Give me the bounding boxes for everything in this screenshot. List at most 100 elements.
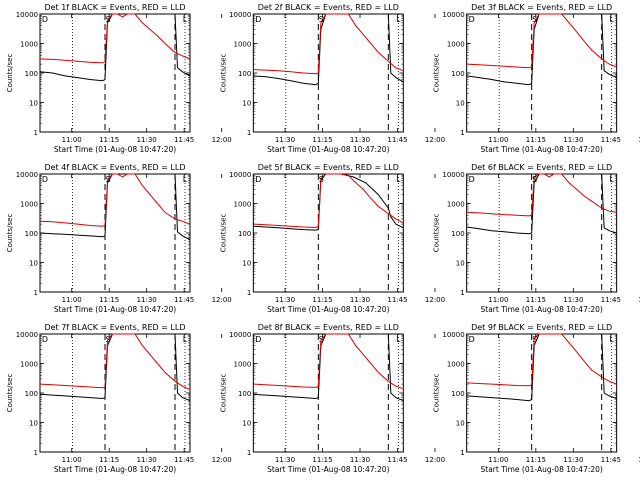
x-tick-label: 12:00 xyxy=(425,296,445,304)
event-marker: S xyxy=(319,175,324,184)
panel-title: Det 4f BLACK = Events, RED = LLD xyxy=(44,163,185,172)
panel-5: Det 5f BLACK = Events, RED = LLD 1 10 100 10… xyxy=(219,163,445,314)
event-marker: L xyxy=(609,175,614,184)
event-marker: L xyxy=(183,15,188,24)
series-events-line xyxy=(466,333,617,402)
series-events-line xyxy=(39,13,191,82)
series-events-line xyxy=(466,13,617,86)
y-tick-label: 1 xyxy=(247,289,251,297)
panel-title: Det 3f BLACK = Events, RED = LLD xyxy=(471,3,612,12)
series-lld-line xyxy=(253,333,404,390)
y-axis-label: Counts/sec xyxy=(6,214,14,253)
y-axis-label: Counts/sec xyxy=(219,54,227,93)
x-tick-label: 12:00 xyxy=(638,456,640,464)
series-events-line xyxy=(466,173,617,235)
axes-box xyxy=(466,333,618,453)
series-events-line xyxy=(253,333,404,402)
x-axis-label: Start Time (01-Aug-08 10:47:20) xyxy=(480,465,602,474)
series-lld-line xyxy=(466,333,617,387)
event-marker: L xyxy=(183,175,188,184)
event-marker: D xyxy=(255,175,261,184)
y-tick-label: 100 xyxy=(451,70,464,78)
event-marker: S xyxy=(319,15,324,24)
x-tick-label: 12:00 xyxy=(425,136,445,144)
panel-title: Det 9f BLACK = Events, RED = LLD xyxy=(471,323,612,332)
event-marker: D xyxy=(42,15,48,24)
x-axis-label: Start Time (01-Aug-08 10:47:20) xyxy=(54,145,176,154)
x-tick-label: 11:00 xyxy=(488,136,508,144)
series-lld-line xyxy=(39,13,191,64)
x-tick-label: 11:45 xyxy=(387,456,407,464)
y-tick-label: 10 xyxy=(242,260,251,268)
y-tick-label: 1000 xyxy=(234,361,252,369)
event-marker: S xyxy=(105,15,110,24)
y-tick-label: 10000 xyxy=(442,171,464,179)
x-tick-label: 11:45 xyxy=(174,296,194,304)
panel-7: Det 7f BLACK = Events, RED = LLD 1 10 100 10… xyxy=(6,323,232,474)
y-axis-label: Counts/sec xyxy=(433,374,441,413)
event-marker: L xyxy=(396,335,401,344)
x-axis-label: Start Time (01-Aug-08 10:47:20) xyxy=(480,305,602,314)
event-marker: S xyxy=(532,175,537,184)
panel-title: Det 6f BLACK = Events, RED = LLD xyxy=(471,163,612,172)
axes-box xyxy=(39,333,191,453)
x-tick-label: 12:00 xyxy=(212,136,232,144)
event-marker: S xyxy=(532,15,537,24)
y-tick-label: 1 xyxy=(460,129,464,137)
y-tick-label: 10000 xyxy=(229,171,251,179)
y-tick-label: 100 xyxy=(238,230,251,238)
series-events-line xyxy=(39,173,191,240)
x-tick-label: 11:00 xyxy=(62,136,82,144)
y-tick-label: 100 xyxy=(238,70,251,78)
x-tick-label: 11:30 xyxy=(563,136,583,144)
x-tick-label: 11:15 xyxy=(526,456,546,464)
y-tick-label: 1000 xyxy=(447,41,465,49)
y-tick-label: 10 xyxy=(29,100,38,108)
y-axis-label: Counts/sec xyxy=(219,374,227,413)
event-marker: L xyxy=(609,15,614,24)
y-tick-label: 10000 xyxy=(229,11,251,19)
event-marker: L xyxy=(396,15,401,24)
y-tick-label: 1 xyxy=(34,449,38,457)
x-tick-label: 11:30 xyxy=(137,456,157,464)
x-tick-label: 11:15 xyxy=(312,136,332,144)
series-events-line xyxy=(39,333,191,402)
series-lld-line xyxy=(466,13,617,69)
x-tick-label: 11:45 xyxy=(387,136,407,144)
y-tick-label: 10 xyxy=(456,100,465,108)
y-tick-label: 1 xyxy=(247,449,251,457)
series-lld-line xyxy=(253,173,404,228)
y-tick-label: 1 xyxy=(460,449,464,457)
y-tick-label: 1000 xyxy=(20,41,38,49)
x-axis-label: Start Time (01-Aug-08 10:47:20) xyxy=(267,145,389,154)
x-tick-label: 11:00 xyxy=(488,296,508,304)
panel-title: Det 1f BLACK = Events, RED = LLD xyxy=(44,3,185,12)
x-tick-label: 11:15 xyxy=(312,296,332,304)
event-marker: L xyxy=(396,175,401,184)
y-tick-label: 100 xyxy=(25,70,38,78)
x-axis-label: Start Time (01-Aug-08 10:47:20) xyxy=(267,305,389,314)
x-tick-label: 11:30 xyxy=(350,296,370,304)
y-tick-label: 1000 xyxy=(20,201,38,209)
y-tick-label: 1000 xyxy=(447,361,465,369)
y-axis-label: Counts/sec xyxy=(219,214,227,253)
axes-box xyxy=(252,173,404,293)
y-tick-label: 100 xyxy=(451,230,464,238)
x-axis-label: Start Time (01-Aug-08 10:47:20) xyxy=(480,145,602,154)
axes-box xyxy=(252,13,404,133)
y-axis-label: Counts/sec xyxy=(433,214,441,253)
x-axis-label: Start Time (01-Aug-08 10:47:20) xyxy=(54,465,176,474)
axes-box xyxy=(466,173,618,293)
event-marker: D xyxy=(469,335,475,344)
event-marker: D xyxy=(469,15,475,24)
x-tick-label: 11:15 xyxy=(99,456,119,464)
y-tick-label: 10 xyxy=(29,260,38,268)
y-tick-label: 1 xyxy=(247,129,251,137)
y-tick-label: 100 xyxy=(25,230,38,238)
y-tick-label: 10000 xyxy=(442,11,464,19)
panel-1: Det 1f BLACK = Events, RED = LLD 1 10 100 10… xyxy=(6,3,232,154)
event-marker: S xyxy=(319,335,324,344)
x-axis-label: Start Time (01-Aug-08 10:47:20) xyxy=(54,305,176,314)
panel-title: Det 2f BLACK = Events, RED = LLD xyxy=(258,3,399,12)
